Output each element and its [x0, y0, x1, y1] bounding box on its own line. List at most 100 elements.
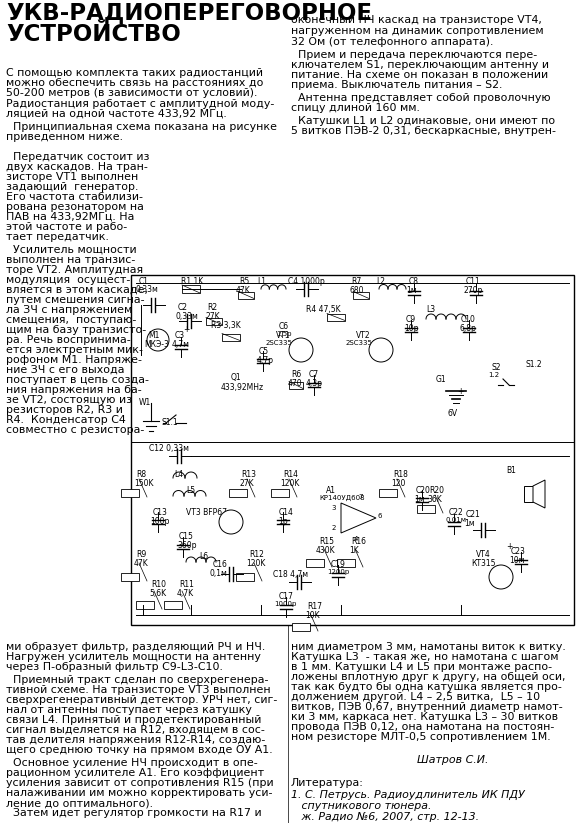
Text: R18: R18 — [393, 470, 408, 479]
Text: спицу длиной 160 мм.: спицу длиной 160 мм. — [291, 103, 420, 113]
Text: 4,7K: 4,7K — [177, 589, 194, 598]
Text: 360p: 360p — [177, 541, 197, 550]
Text: двух каскадов. На тран-: двух каскадов. На тран- — [6, 162, 148, 172]
Text: налаживании им можно корректировать уси-: налаживании им можно корректировать уси- — [6, 788, 272, 798]
Circle shape — [147, 329, 169, 351]
Text: 150K: 150K — [134, 479, 153, 488]
Bar — [121, 573, 139, 581]
Text: C12 0,33м: C12 0,33м — [149, 444, 189, 453]
Text: должением другой. L4 – 2,5 витка,  L5 – 10: должением другой. L4 – 2,5 витка, L5 – 1… — [291, 692, 540, 702]
Text: L5: L5 — [186, 486, 195, 495]
Bar — [222, 333, 240, 341]
Text: C16: C16 — [213, 560, 228, 569]
Text: 1м: 1м — [406, 286, 417, 295]
Text: B1: B1 — [506, 466, 516, 475]
Text: 1000p: 1000p — [274, 601, 297, 607]
Text: ла ЗЧ с напряжением: ла ЗЧ с напряжением — [6, 305, 132, 315]
Polygon shape — [341, 503, 376, 533]
Text: 100p: 100p — [150, 517, 170, 526]
Text: Литература:: Литература: — [291, 778, 364, 788]
Text: 4,3p: 4,3p — [306, 379, 323, 388]
Text: МКЭ-3: МКЭ-3 — [144, 340, 169, 349]
Text: VT1: VT1 — [276, 331, 291, 340]
Text: C17: C17 — [279, 592, 294, 601]
Text: 27K: 27K — [239, 479, 254, 488]
Text: 7: 7 — [359, 494, 364, 500]
Text: ние ЗЧ с его выхода: ние ЗЧ с его выхода — [6, 365, 125, 375]
Text: 6V: 6V — [448, 409, 458, 418]
Circle shape — [289, 338, 313, 362]
Bar — [182, 285, 200, 293]
Text: R20: R20 — [429, 486, 444, 495]
Text: Принципиальная схема показана на рисунке: Принципиальная схема показана на рисунке — [6, 122, 277, 132]
Text: C21: C21 — [466, 510, 481, 519]
Bar — [417, 505, 435, 513]
Text: 32 Ом (от телефонного аппарата).: 32 Ом (от телефонного аппарата). — [291, 37, 493, 47]
Bar — [524, 486, 533, 502]
Text: C7: C7 — [309, 370, 319, 379]
Text: L1: L1 — [257, 277, 266, 286]
Text: 0,33м: 0,33м — [175, 312, 198, 321]
Text: R13: R13 — [241, 470, 256, 479]
Text: зисторе VT1 выполнен: зисторе VT1 выполнен — [6, 172, 138, 182]
Text: R5: R5 — [239, 277, 249, 286]
Text: можно обеспечить связь на расстояниях до: можно обеспечить связь на расстояниях до — [6, 78, 263, 88]
Text: R4.  Конденсатор С4: R4. Конденсатор С4 — [6, 415, 126, 425]
Text: УКВ-РАДИОПЕРЕГОВОРНОЕ: УКВ-РАДИОПЕРЕГОВОРНОЕ — [6, 2, 372, 25]
Text: R6: R6 — [291, 370, 301, 379]
Text: +: + — [457, 387, 463, 396]
Text: тает передатчик.: тает передатчик. — [6, 232, 109, 242]
Text: КТ315: КТ315 — [471, 559, 496, 568]
Text: 47K: 47K — [236, 286, 251, 295]
Text: ния напряжения на ба-: ния напряжения на ба- — [6, 385, 142, 395]
Bar — [337, 559, 355, 567]
Text: 1м: 1м — [414, 495, 425, 504]
Text: 5 витков ПЭВ-2 0,31, бескаркасные, внутрен-: 5 витков ПЭВ-2 0,31, бескаркасные, внутр… — [291, 126, 556, 136]
Text: C1: C1 — [139, 277, 149, 286]
Text: 1. С. Петрусь. Радиоудлинитель ИК ПДУ: 1. С. Петрусь. Радиоудлинитель ИК ПДУ — [291, 790, 524, 800]
Text: путем смешения сигна-: путем смешения сигна- — [6, 295, 145, 305]
Text: оконечный НЧ каскад на транзисторе VT4,: оконечный НЧ каскад на транзисторе VT4, — [291, 15, 542, 25]
Text: C20: C20 — [416, 486, 431, 495]
Bar — [229, 489, 247, 497]
Text: резисторов R2, R3 и: резисторов R2, R3 и — [6, 405, 123, 415]
Text: Катушки L1 и L2 одинаковые, они имеют по: Катушки L1 и L2 одинаковые, они имеют по — [291, 116, 555, 126]
Text: 1,5p: 1,5p — [276, 331, 291, 337]
Text: ление до оптимального).: ление до оптимального). — [6, 798, 153, 808]
Text: C10: C10 — [461, 315, 476, 324]
Text: 4,7p: 4,7p — [257, 356, 274, 365]
Text: S1.1: S1.1 — [161, 418, 178, 427]
Text: питание. На схеме он показан в положении: питание. На схеме он показан в положении — [291, 70, 548, 80]
Text: рована резонатором на: рована резонатором на — [6, 202, 144, 212]
Text: 2: 2 — [332, 525, 336, 531]
Text: 1K: 1K — [349, 546, 359, 555]
Text: ном резисторе МЛТ-0,5 сопротивлением 1М.: ном резисторе МЛТ-0,5 сопротивлением 1М. — [291, 732, 550, 742]
Text: R4 47,5K: R4 47,5K — [306, 305, 340, 314]
Text: через П-образный фильтр C9-L3-C10.: через П-образный фильтр C9-L3-C10. — [6, 662, 223, 672]
Text: 50-200 метров (в зависимости от условий).: 50-200 метров (в зависимости от условий)… — [6, 88, 257, 98]
Text: Усилитель мощности: Усилитель мощности — [6, 245, 137, 255]
Text: КР140УД608: КР140УД608 — [319, 495, 365, 501]
Text: Антенна представляет собой проволочную: Антенна представляет собой проволочную — [291, 93, 550, 103]
Text: рофоном М1. Напряже-: рофоном М1. Напряже- — [6, 355, 142, 365]
Text: C3: C3 — [175, 331, 185, 340]
Text: ним диаметром 3 мм, намотаны виток к витку.: ним диаметром 3 мм, намотаны виток к вит… — [291, 642, 566, 652]
Text: поступает в цепь созда-: поступает в цепь созда- — [6, 375, 149, 385]
Circle shape — [489, 565, 513, 589]
Text: R17: R17 — [307, 602, 322, 611]
Text: Приемный тракт сделан по сверхрегенера-: Приемный тракт сделан по сверхрегенера- — [6, 675, 268, 685]
Text: ми образует фильтр, разделяющий РЧ и НЧ.: ми образует фильтр, разделяющий РЧ и НЧ. — [6, 642, 265, 652]
Text: R11: R11 — [179, 580, 194, 589]
Text: C8: C8 — [409, 277, 419, 286]
Text: ложены вплотную друг к другу, на общей оси,: ложены вплотную друг к другу, на общей о… — [291, 672, 565, 682]
Bar — [289, 382, 303, 388]
Text: так как будто бы одна катушка является про-: так как будто бы одна катушка является п… — [291, 682, 562, 692]
Text: Нагружен усилитель мощности на антенну: Нагружен усилитель мощности на антенну — [6, 652, 261, 662]
Bar — [236, 573, 254, 581]
Text: C18 4,7м: C18 4,7м — [273, 570, 308, 579]
Text: щего среднюю точку на прямом входе ОУ А1.: щего среднюю точку на прямом входе ОУ А1… — [6, 745, 272, 755]
Text: 120K: 120K — [246, 559, 265, 568]
Text: совместно с резистора-: совместно с резистора- — [6, 425, 144, 435]
Circle shape — [369, 338, 393, 362]
Text: 4: 4 — [354, 536, 358, 542]
